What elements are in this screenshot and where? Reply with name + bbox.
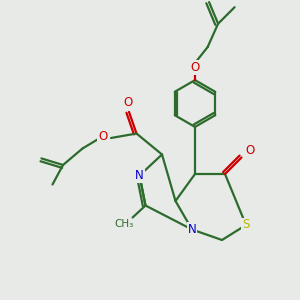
Text: S: S <box>242 218 250 232</box>
Text: O: O <box>98 130 107 143</box>
Text: O: O <box>123 96 132 110</box>
Text: N: N <box>188 223 196 236</box>
Text: O: O <box>190 61 200 74</box>
Text: O: O <box>245 143 254 157</box>
Text: CH₃: CH₃ <box>115 219 134 229</box>
Text: N: N <box>135 169 144 182</box>
